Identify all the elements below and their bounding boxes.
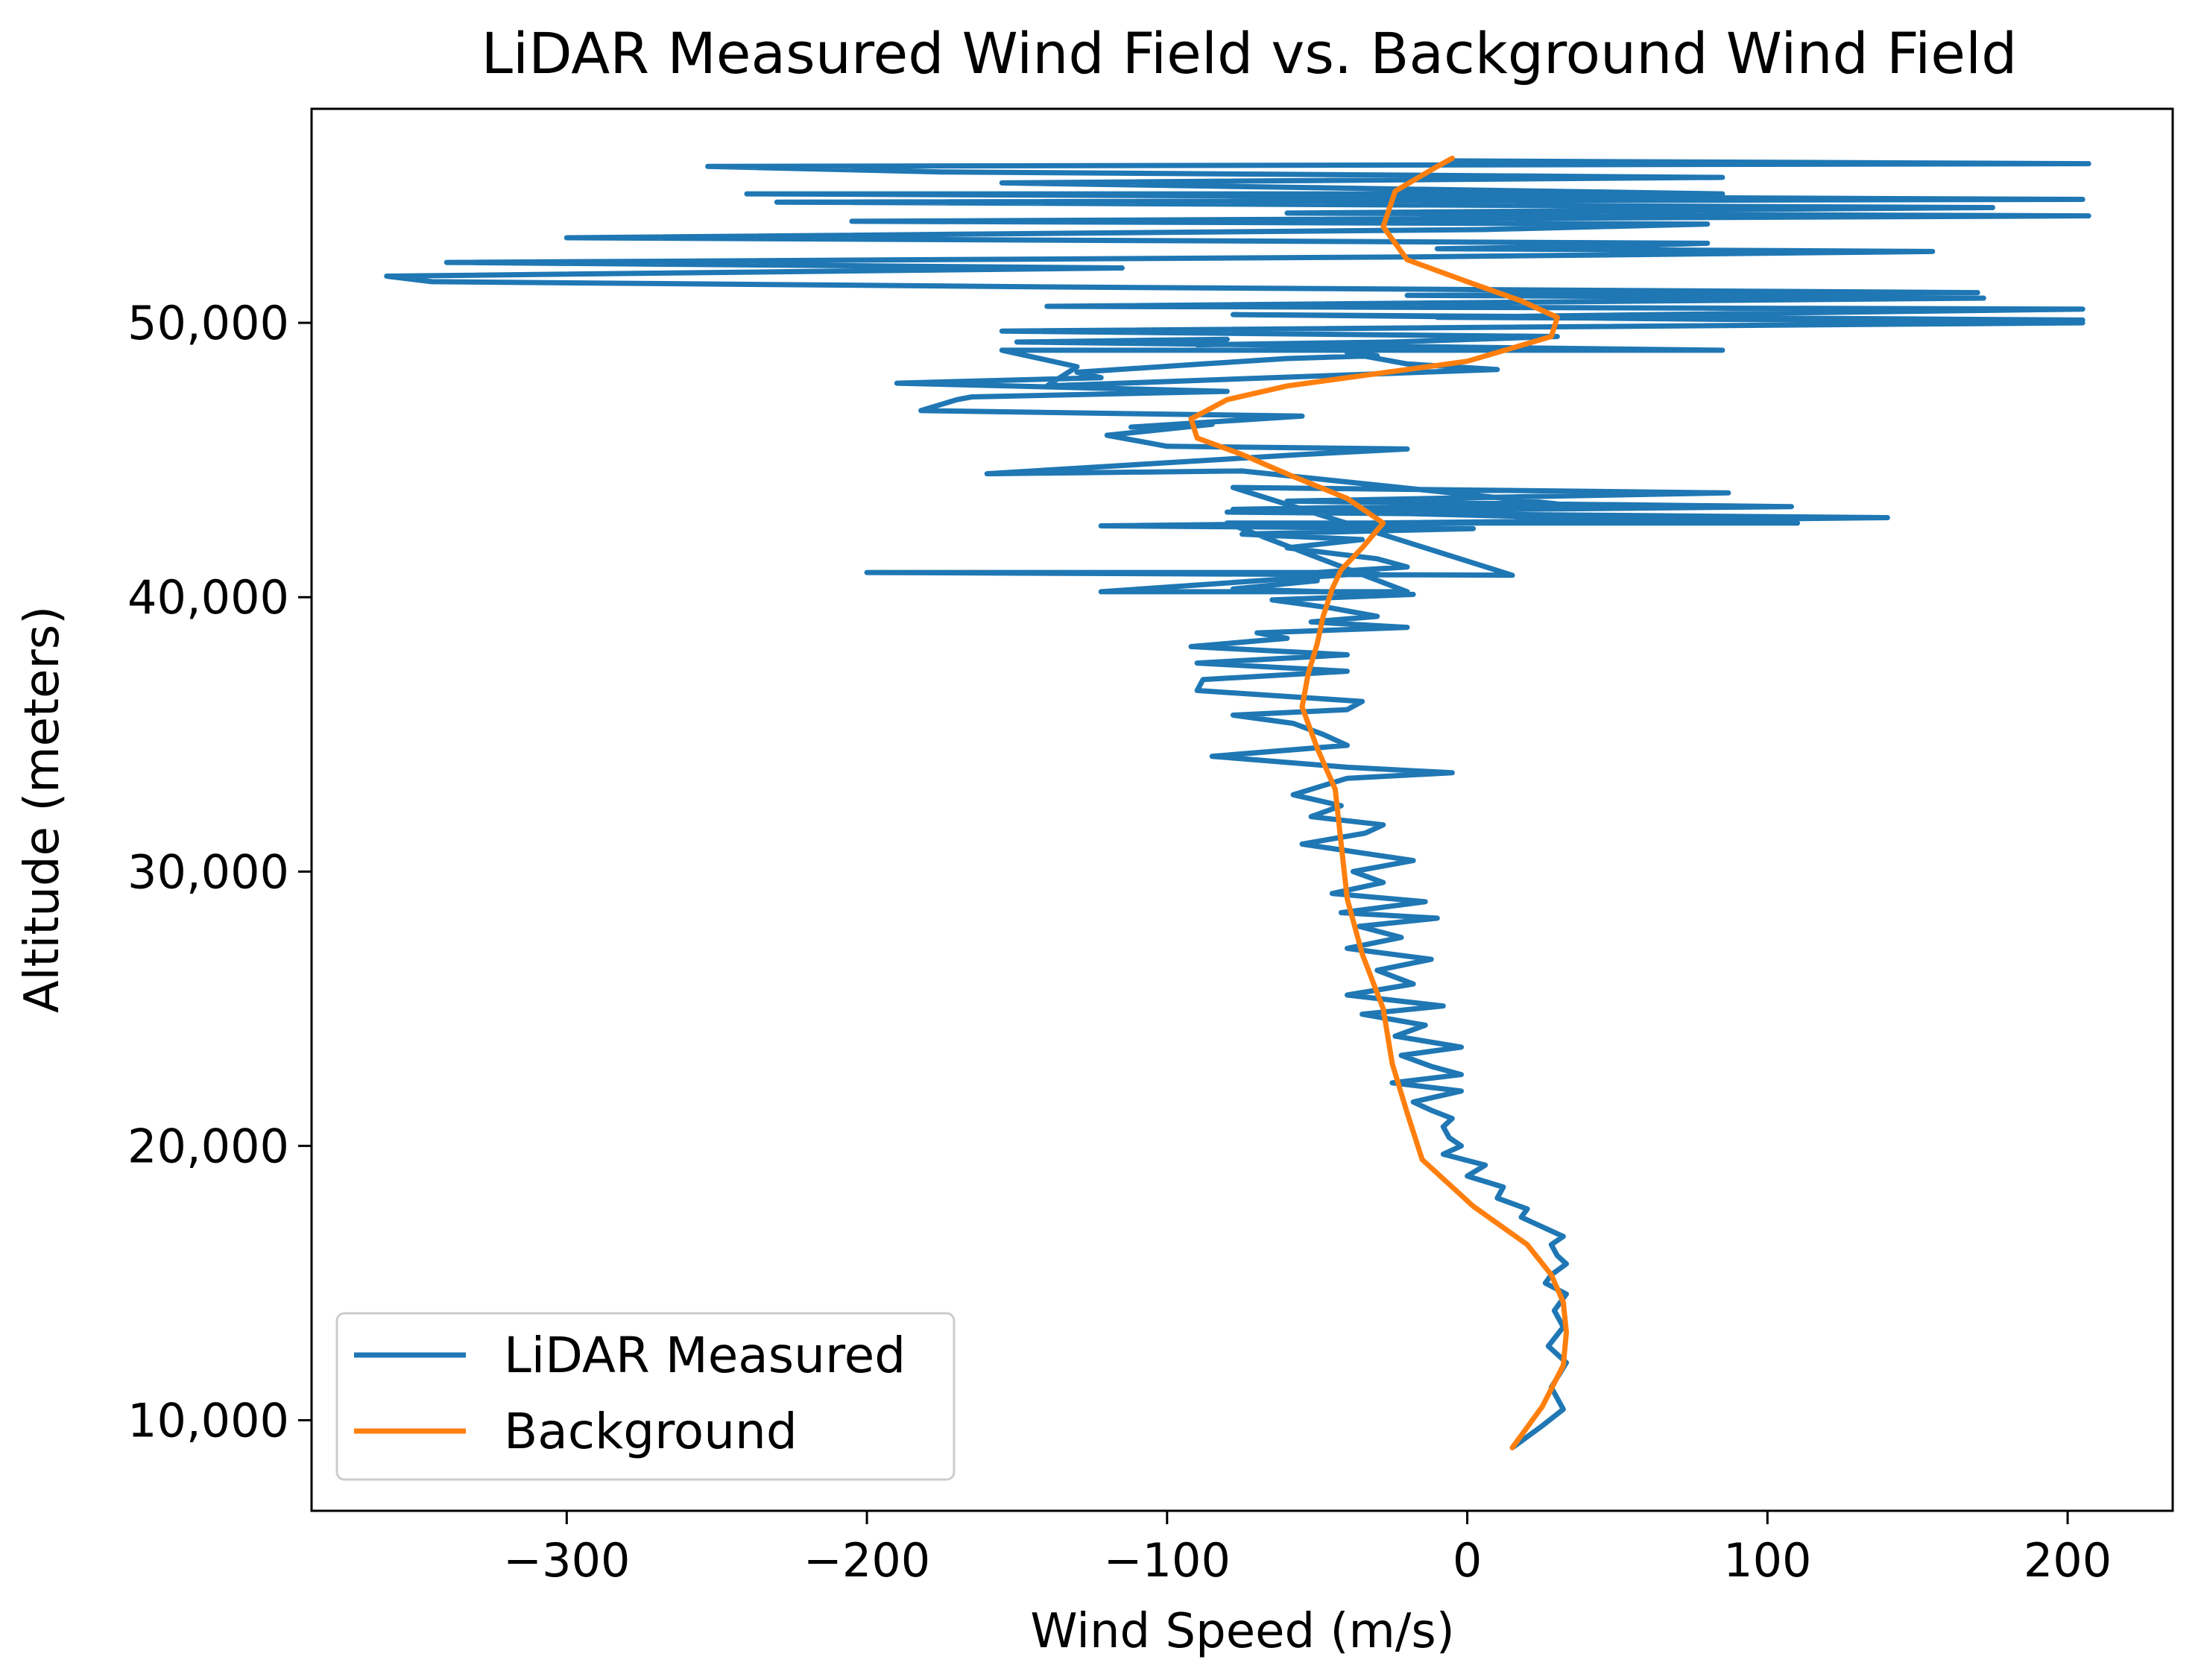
series-layer	[384, 155, 2091, 1450]
x-tick-label: 100	[1723, 1533, 1811, 1588]
x-tick-label: 200	[2024, 1533, 2112, 1588]
x-tick-label: −300	[503, 1533, 630, 1588]
series-line-background	[1188, 155, 1569, 1450]
legend-box	[335, 1312, 956, 1481]
plot-frame	[310, 107, 2174, 1512]
chart-title: LiDAR Measured Wind Field vs. Background…	[481, 20, 2018, 86]
x-axis-ticks: −300 −200 −100 0 100 200	[503, 1511, 2112, 1588]
x-axis-label: Wind Speed (m/s)	[1030, 1604, 1454, 1659]
y-tick-label: 10,000	[127, 1394, 289, 1448]
y-tick-label: 40,000	[127, 570, 289, 625]
x-tick-label: −200	[803, 1533, 930, 1588]
legend: LiDAR Measured Background	[335, 1312, 956, 1481]
x-tick-label: 0	[1453, 1533, 1482, 1588]
y-axis-label: Altitude (meters)	[15, 606, 70, 1013]
y-axis-ticks: 10,000 20,000 30,000 40,000 50,000	[127, 296, 312, 1448]
series-line-lidar-measured	[384, 158, 2091, 1450]
y-tick-label: 50,000	[127, 296, 289, 350]
legend-label-background: Background	[504, 1403, 798, 1460]
legend-label-lidar-measured: LiDAR Measured	[504, 1327, 906, 1384]
y-tick-label: 20,000	[127, 1119, 289, 1173]
y-tick-label: 30,000	[127, 844, 289, 899]
x-tick-label: −100	[1104, 1533, 1231, 1588]
